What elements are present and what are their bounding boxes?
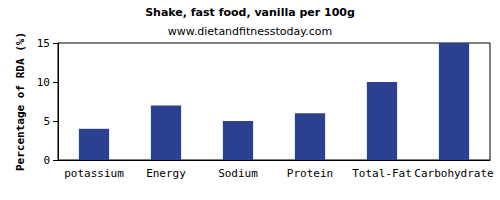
svg-text:Carbohydrate: Carbohydrate xyxy=(414,167,493,180)
svg-text:0: 0 xyxy=(43,154,50,167)
svg-text:Sodium: Sodium xyxy=(218,167,258,180)
svg-text:Total-Fat: Total-Fat xyxy=(352,167,412,180)
svg-text:Shake, fast food, vanilla per: Shake, fast food, vanilla per 100g xyxy=(145,6,355,19)
svg-text:Energy: Energy xyxy=(146,167,186,180)
svg-text:www.dietandfitnesstoday.com: www.dietandfitnesstoday.com xyxy=(168,25,332,38)
svg-text:Protein: Protein xyxy=(287,167,333,180)
svg-text:10: 10 xyxy=(37,76,50,89)
svg-text:potassium: potassium xyxy=(64,167,124,180)
svg-text:Percentage of RDA (%): Percentage of RDA (%) xyxy=(14,32,27,171)
svg-text:15: 15 xyxy=(37,37,50,50)
svg-text:5: 5 xyxy=(43,115,50,128)
